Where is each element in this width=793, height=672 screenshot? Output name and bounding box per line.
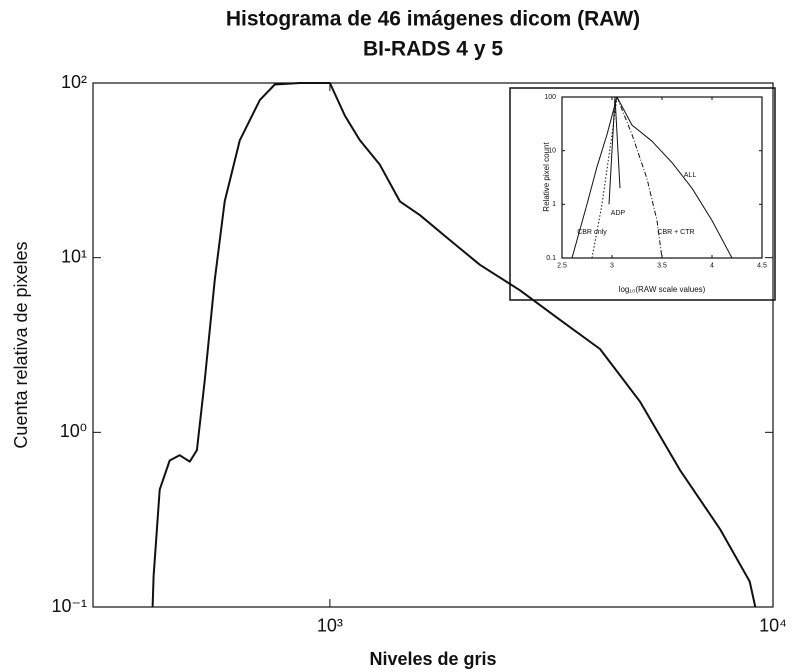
x-tick-label: 3.5 [657, 263, 667, 270]
plot-frame [92, 82, 774, 608]
chart-subtitle: BI-RADS 4 y 5 [363, 38, 503, 61]
chart-title: Histograma de 46 imágenes dicom (RAW) [226, 8, 640, 31]
data-line [591, 96, 618, 259]
x-tick-label: 10³ [317, 616, 343, 636]
y-tick-label: 0.1 [546, 255, 556, 262]
series-label: CBR only [577, 229, 607, 236]
x-tick-label: 3 [610, 263, 614, 270]
x-tick-label: 10⁴ [759, 616, 787, 636]
data-line [571, 96, 733, 259]
y-tick-label: 1 [552, 201, 556, 208]
data-line [608, 96, 621, 205]
x-axis-label: Niveles de gris [369, 649, 496, 669]
y-tick-label: 100 [544, 94, 556, 101]
y-tick-label: 10² [61, 72, 87, 92]
series-label: ALL [684, 172, 697, 179]
data-line [616, 96, 663, 259]
x-tick-label: 4.5 [757, 263, 767, 270]
data-line [151, 82, 757, 608]
y-tick-label: 10⁻¹ [51, 596, 87, 616]
x-tick-label: 4 [710, 263, 714, 270]
series-label: ADP [611, 210, 626, 217]
y-tick-label: 10⁰ [60, 421, 87, 441]
inset-y-label: Relative pixel count [542, 142, 551, 212]
series-label: CBR + CTR [657, 229, 694, 236]
y-tick-label: 10 [548, 148, 556, 155]
x-tick-label: 2.5 [557, 263, 567, 270]
y-axis-label: Cuenta relativa de pixeles [11, 241, 31, 448]
inset-frame [509, 87, 776, 301]
y-tick-label: 10¹ [61, 246, 87, 266]
inset-x-label: log₁₀(RAW scale values) [619, 285, 706, 294]
